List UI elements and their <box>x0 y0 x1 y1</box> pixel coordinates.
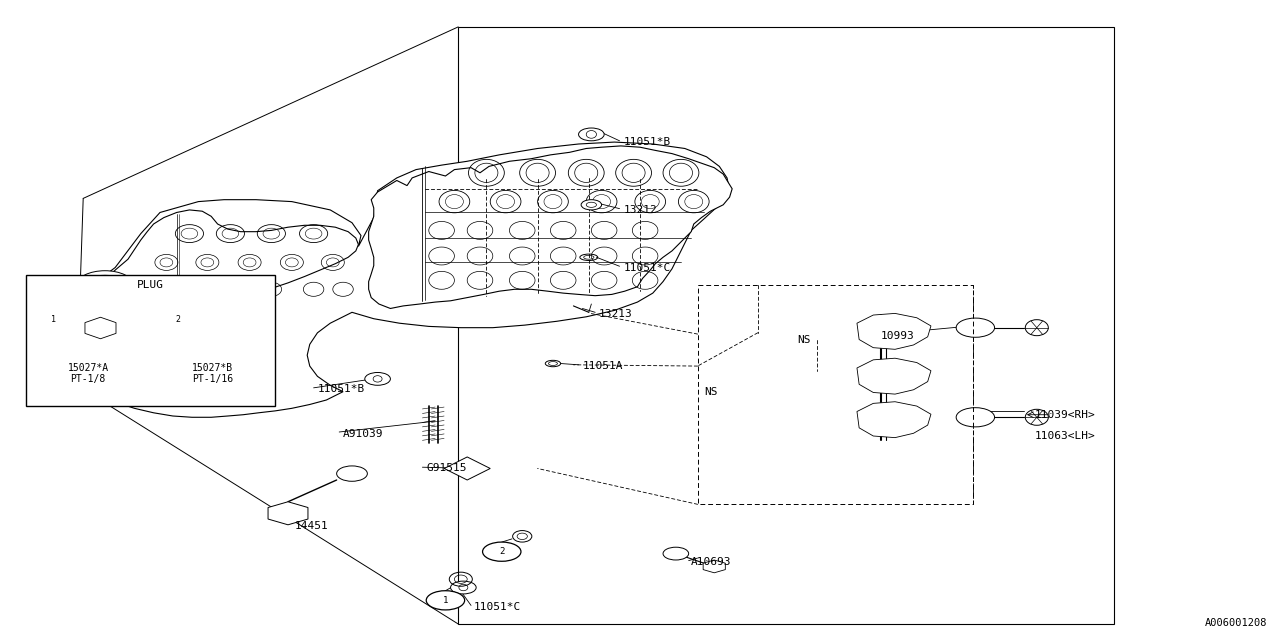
Polygon shape <box>268 502 308 525</box>
Text: PLUG: PLUG <box>137 280 164 290</box>
Text: 11051*C: 11051*C <box>623 262 671 273</box>
Circle shape <box>36 311 69 328</box>
Polygon shape <box>858 402 931 438</box>
Polygon shape <box>703 560 726 573</box>
Ellipse shape <box>84 351 118 357</box>
Text: 11039<RH>: 11039<RH> <box>1034 410 1094 420</box>
Text: A91039: A91039 <box>343 429 384 439</box>
Text: 13212: 13212 <box>623 205 657 215</box>
Ellipse shape <box>84 332 118 338</box>
Circle shape <box>581 200 602 210</box>
Text: NS: NS <box>704 387 718 397</box>
Circle shape <box>86 275 124 294</box>
Circle shape <box>663 547 689 560</box>
Text: 11051*B: 11051*B <box>623 137 671 147</box>
Text: 13213: 13213 <box>599 308 632 319</box>
Text: 1: 1 <box>443 596 448 605</box>
Circle shape <box>956 408 995 427</box>
Text: NS: NS <box>797 335 812 346</box>
Polygon shape <box>858 358 931 394</box>
Text: PT-1/8: PT-1/8 <box>70 374 106 385</box>
Ellipse shape <box>210 348 236 353</box>
Polygon shape <box>858 314 931 349</box>
Text: PT-1/16: PT-1/16 <box>192 374 233 385</box>
Ellipse shape <box>210 336 236 342</box>
Circle shape <box>161 311 195 328</box>
Polygon shape <box>444 457 490 480</box>
Text: 2: 2 <box>175 314 180 324</box>
Text: FRONT: FRONT <box>246 335 275 346</box>
Text: 11051*B: 11051*B <box>317 384 365 394</box>
FancyBboxPatch shape <box>26 275 275 406</box>
Circle shape <box>586 202 596 207</box>
Ellipse shape <box>210 342 236 348</box>
Polygon shape <box>369 146 732 308</box>
Circle shape <box>77 271 133 299</box>
Text: A10693: A10693 <box>691 557 732 567</box>
Text: 15027*A: 15027*A <box>68 363 109 373</box>
Polygon shape <box>83 210 358 319</box>
Text: 10993: 10993 <box>881 331 914 341</box>
Text: 2: 2 <box>499 547 504 556</box>
Text: 1: 1 <box>50 314 55 324</box>
Text: 11051A: 11051A <box>582 361 623 371</box>
Circle shape <box>579 128 604 141</box>
Circle shape <box>95 280 115 290</box>
Polygon shape <box>84 317 116 339</box>
Text: 11051*C: 11051*C <box>474 602 521 612</box>
Ellipse shape <box>84 338 118 344</box>
Ellipse shape <box>210 330 236 336</box>
Circle shape <box>337 466 367 481</box>
Text: 15027*B: 15027*B <box>192 363 233 373</box>
Text: A006001208: A006001208 <box>1204 618 1267 628</box>
Circle shape <box>451 581 476 594</box>
Text: 14451: 14451 <box>294 521 328 531</box>
Text: G91515: G91515 <box>426 463 467 474</box>
Ellipse shape <box>84 357 118 364</box>
Circle shape <box>365 372 390 385</box>
Text: 11063<LH>: 11063<LH> <box>1034 431 1094 442</box>
Ellipse shape <box>84 344 118 351</box>
Polygon shape <box>77 142 730 417</box>
Circle shape <box>483 542 521 561</box>
Circle shape <box>426 591 465 610</box>
Circle shape <box>956 318 995 337</box>
